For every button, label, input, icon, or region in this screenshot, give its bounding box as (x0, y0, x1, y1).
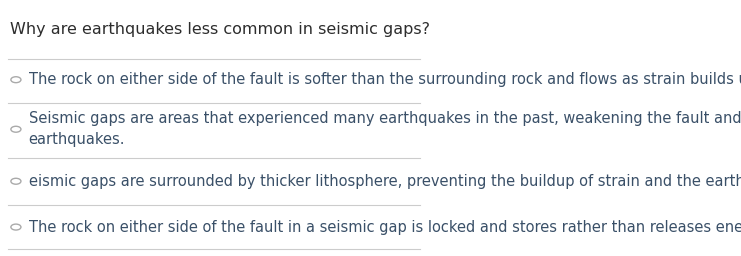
Text: eismic gaps are surrounded by thicker lithosphere, preventing the buildup of str: eismic gaps are surrounded by thicker li… (28, 174, 741, 189)
Text: Why are earthquakes less common in seismic gaps?: Why are earthquakes less common in seism… (10, 22, 431, 37)
Text: The rock on either side of the fault in a seismic gap is locked and stores rathe: The rock on either side of the fault in … (28, 220, 741, 234)
Text: Seismic gaps are areas that experienced many earthquakes in the past, weakening : Seismic gaps are areas that experienced … (28, 111, 741, 147)
Text: The rock on either side of the fault is softer than the surrounding rock and flo: The rock on either side of the fault is … (28, 72, 741, 87)
